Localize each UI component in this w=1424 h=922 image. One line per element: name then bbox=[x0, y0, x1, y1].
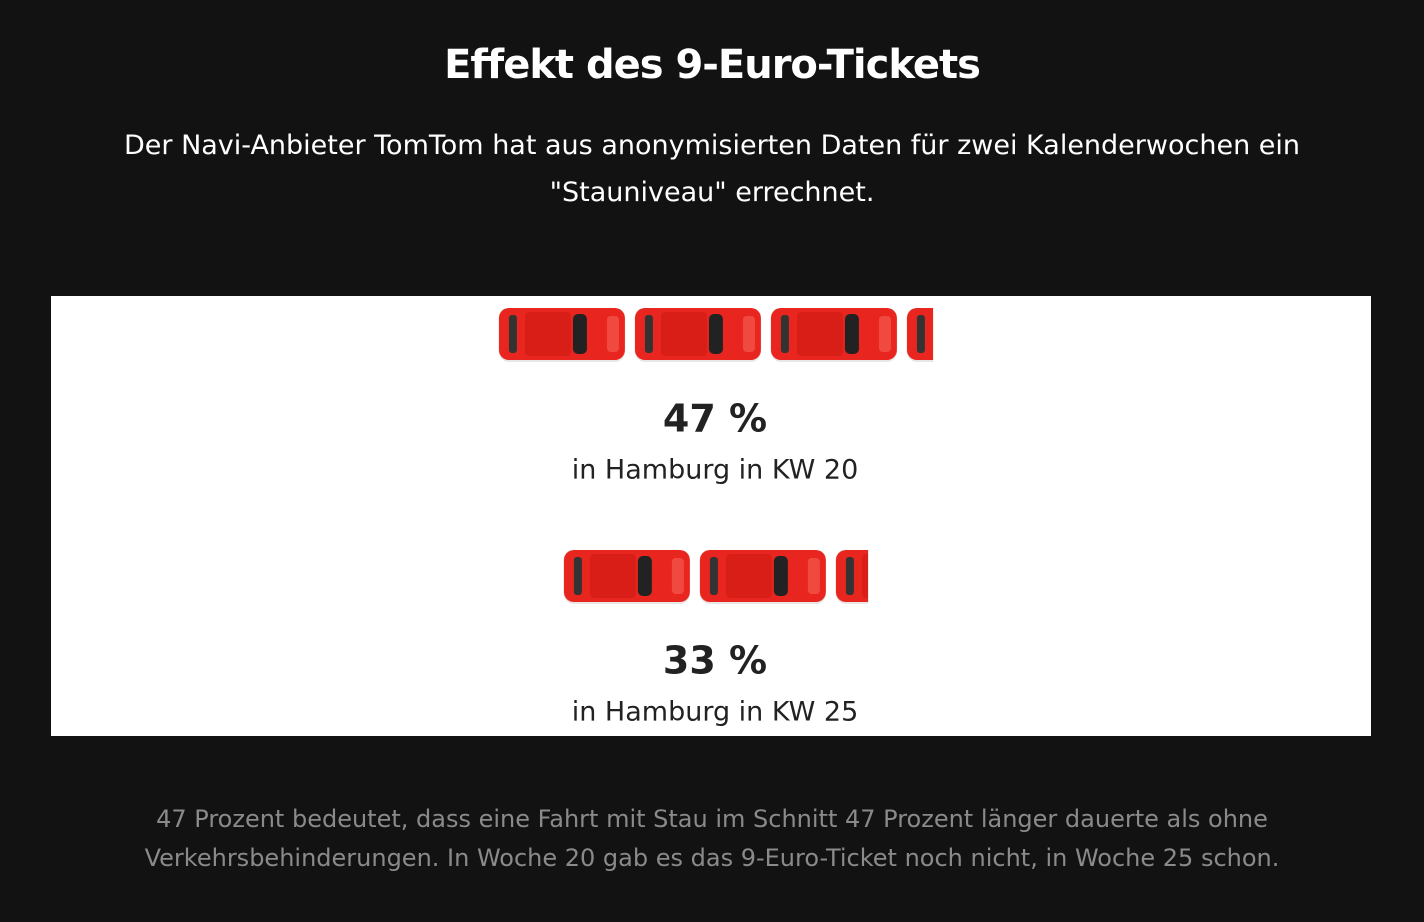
chart-note: 47 Prozent bedeutet, dass eine Fahrt mit… bbox=[144, 805, 1280, 872]
value-label: 33 % bbox=[663, 639, 767, 683]
category-label: in Hamburg in KW 20 bbox=[572, 455, 859, 486]
chart: 47 % in Hamburg in KW 20 33 % in Hamburg in… bbox=[496, 306, 934, 728]
value-label: 47 % bbox=[663, 397, 767, 441]
pictogram-bar bbox=[496, 306, 934, 366]
chart-panel: 47 % in Hamburg in KW 20 33 % in Hamburg in… bbox=[51, 296, 1371, 736]
chart-subtitle: Der Navi-Anbieter TomTom hat aus anonymi… bbox=[123, 130, 1300, 208]
chart-title: Effekt des 9-Euro-Tickets bbox=[444, 42, 981, 88]
category-label: in Hamburg in KW 25 bbox=[572, 697, 859, 728]
pictogram-bar bbox=[561, 548, 869, 608]
